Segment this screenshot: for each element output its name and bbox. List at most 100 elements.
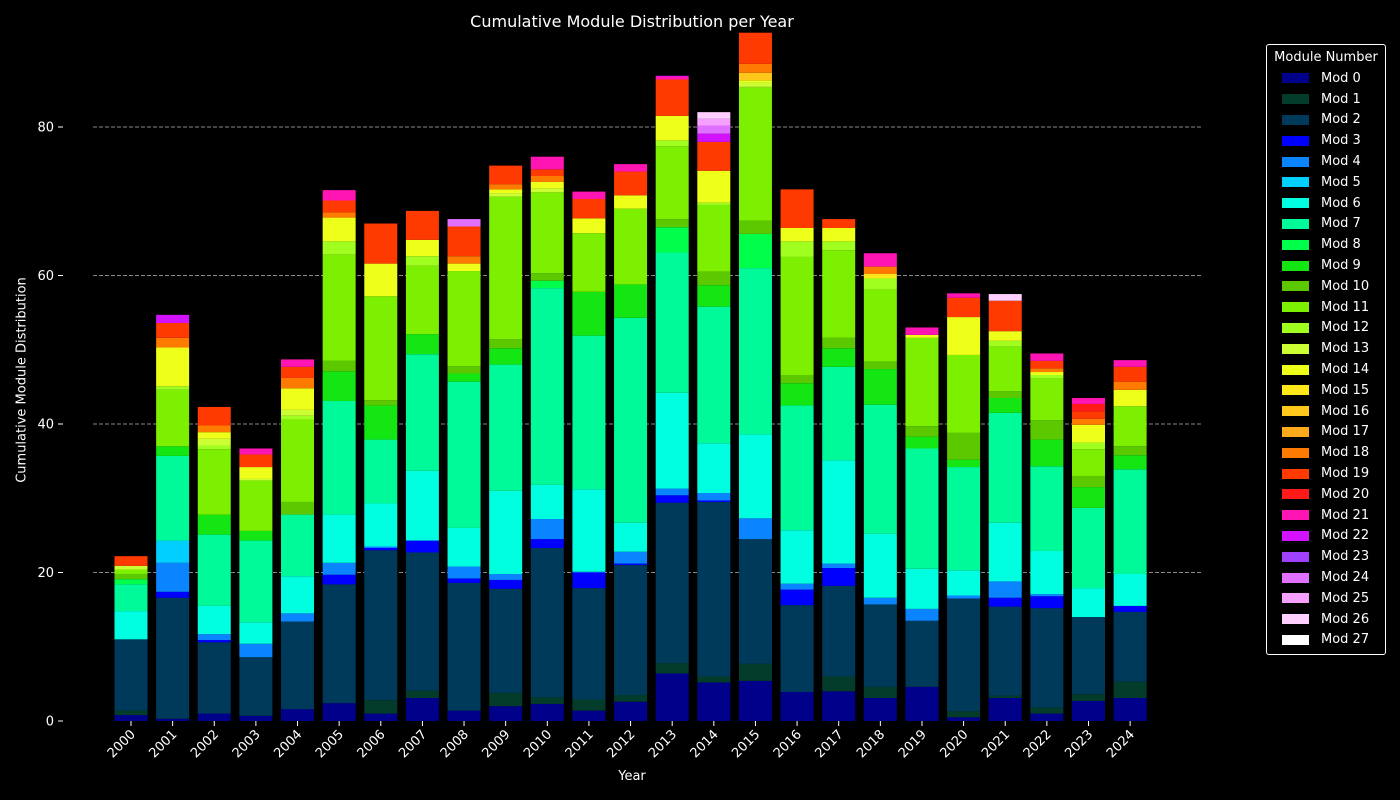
bar-segment xyxy=(572,335,606,490)
bar-segment xyxy=(322,584,356,704)
legend-item: Mod 14 xyxy=(1267,359,1385,380)
bar-segment xyxy=(156,597,190,719)
bar-segment xyxy=(655,392,689,489)
bar-segment xyxy=(1113,605,1147,612)
bar-segment xyxy=(614,195,648,209)
legend-swatch xyxy=(1282,447,1309,458)
bar-segment xyxy=(364,503,398,547)
bar-segment xyxy=(364,547,398,551)
legend-swatch xyxy=(1282,260,1309,271)
bar-segment xyxy=(614,317,648,523)
bar-segment xyxy=(863,369,897,405)
x-tick-label: 2005 xyxy=(313,727,347,761)
bar-segment xyxy=(447,578,481,583)
bar-segment xyxy=(322,200,356,213)
bar-segment xyxy=(947,711,981,718)
bar-segment xyxy=(197,534,231,606)
bar-segment xyxy=(239,540,273,623)
bar-segment xyxy=(322,190,356,201)
bar-segment xyxy=(738,434,772,519)
bar-segment xyxy=(156,389,190,447)
bar-segment xyxy=(405,470,439,541)
bar-segment xyxy=(1030,374,1064,379)
bar-segment xyxy=(655,76,689,80)
bar-segment xyxy=(156,591,190,598)
legend-item: Mod 16 xyxy=(1267,401,1385,422)
bar-segment xyxy=(405,239,439,257)
bar-segment xyxy=(197,713,231,721)
bar-segment xyxy=(447,226,481,257)
bar-segment xyxy=(738,80,772,83)
x-tick-label: 2016 xyxy=(771,727,805,761)
bar-segment xyxy=(239,657,273,716)
bar-segment xyxy=(1071,418,1105,425)
legend-swatch xyxy=(1282,302,1309,313)
bar-segment xyxy=(364,223,398,264)
bar-segment xyxy=(1071,475,1105,488)
bar-segment xyxy=(239,530,273,541)
legend-swatch xyxy=(1282,551,1309,562)
bar-segment xyxy=(697,443,731,494)
bar-segment xyxy=(614,164,648,172)
legend-swatch xyxy=(1282,364,1309,375)
bar-segment xyxy=(988,606,1022,696)
bar-segment xyxy=(780,589,814,606)
bar-segment xyxy=(530,697,564,704)
x-tick-label: 2011 xyxy=(563,727,597,761)
legend-item: Mod 6 xyxy=(1267,193,1385,214)
bar-segment xyxy=(156,323,190,338)
bar-segment xyxy=(572,291,606,336)
bar-segment xyxy=(738,63,772,73)
legend-swatch xyxy=(1282,468,1309,479)
x-tick-label: 2004 xyxy=(271,727,305,761)
bar-segment xyxy=(863,697,897,721)
bar-segment xyxy=(1030,420,1064,440)
bar-segment xyxy=(1071,411,1105,419)
x-tick-label: 2002 xyxy=(188,727,222,761)
legend-label: Mod 0 xyxy=(1321,70,1361,86)
y-tick-label: 40 xyxy=(37,418,54,433)
legend-label: Mod 10 xyxy=(1321,278,1370,294)
bar-segment xyxy=(863,274,897,279)
bar-segment xyxy=(530,192,564,274)
bar-segment xyxy=(489,588,523,693)
bar-segment xyxy=(572,710,606,721)
bar-segment xyxy=(405,334,439,355)
bar-segment xyxy=(947,432,981,460)
bar-segment xyxy=(114,710,148,716)
bar-segment xyxy=(364,439,398,504)
bar-segment xyxy=(572,218,606,234)
bar-segment xyxy=(281,359,315,367)
bar-segment xyxy=(905,620,939,687)
bar-segment xyxy=(281,409,315,416)
bar-segment xyxy=(780,241,814,257)
legend-swatch xyxy=(1282,322,1309,333)
legend-swatch xyxy=(1282,156,1309,167)
bar-segment xyxy=(822,227,856,242)
legend-swatch xyxy=(1282,73,1309,84)
legend-item: Mod 26 xyxy=(1267,609,1385,630)
bar-segment xyxy=(614,551,648,564)
bar-segment xyxy=(738,32,772,64)
bar-segment xyxy=(1113,681,1147,698)
bar-segment xyxy=(697,682,731,721)
legend-swatch xyxy=(1282,572,1309,583)
bar-segment xyxy=(322,514,356,563)
bar-segment xyxy=(655,252,689,393)
x-tick-label: 2009 xyxy=(479,727,513,761)
bar-segment xyxy=(239,467,273,479)
bar-segment xyxy=(489,165,523,185)
legend-item: Mod 12 xyxy=(1267,318,1385,339)
x-tick-label: 2023 xyxy=(1062,727,1096,761)
legend-item: Mod 0 xyxy=(1267,68,1385,89)
legend-label: Mod 13 xyxy=(1321,341,1370,357)
bar-segment xyxy=(322,241,356,255)
legend-label: Mod 7 xyxy=(1321,216,1361,232)
bar-segment xyxy=(572,588,606,700)
legend-label: Mod 27 xyxy=(1321,632,1370,648)
bar-segment xyxy=(697,271,731,286)
bar-segment xyxy=(322,360,356,372)
bar-segment xyxy=(197,445,231,450)
